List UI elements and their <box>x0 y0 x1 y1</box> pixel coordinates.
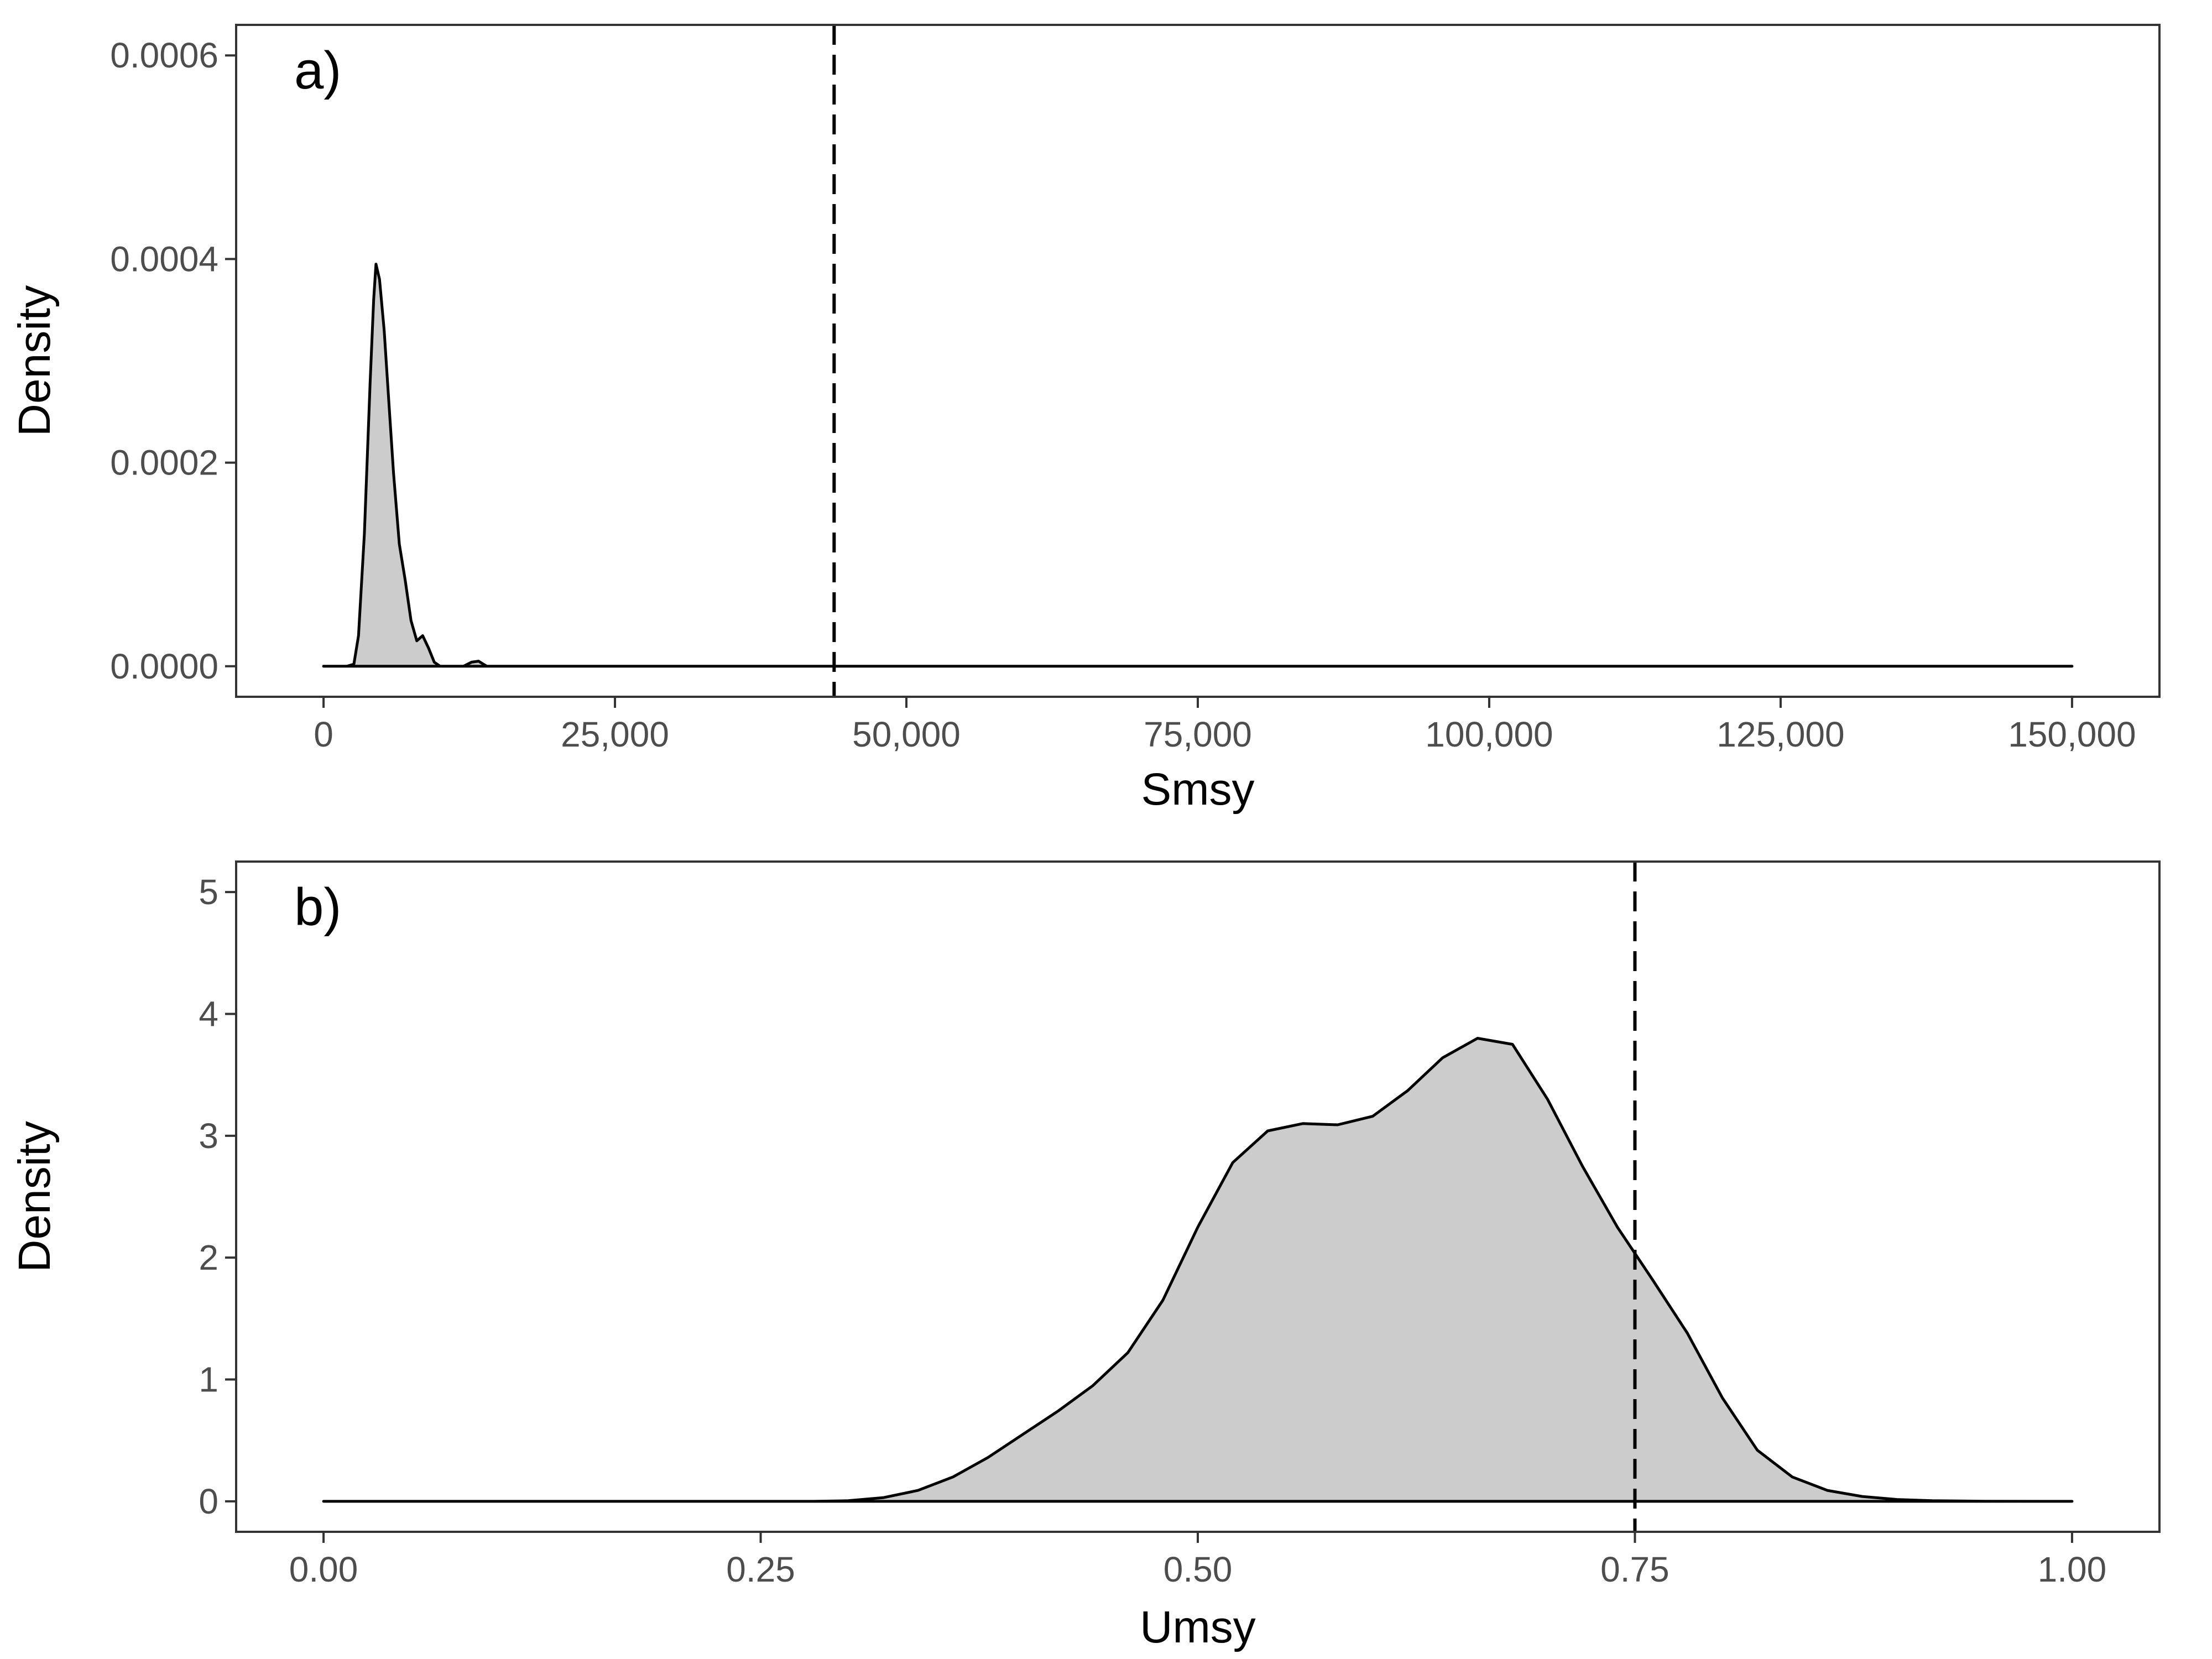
y-tick-label: 2 <box>199 1238 218 1277</box>
panel-tag: a) <box>294 41 341 100</box>
x-tick-label: 100,000 <box>1425 714 1553 754</box>
y-tick-label: 4 <box>199 994 218 1034</box>
y-tick-label: 3 <box>199 1116 218 1156</box>
y-tick-label: 0.0000 <box>110 646 218 686</box>
x-tick-label: 25,000 <box>561 714 669 754</box>
y-tick-label: 0 <box>199 1481 218 1521</box>
x-axis-title: Smsy <box>1141 764 1255 815</box>
x-axis-title: Umsy <box>1140 1602 1256 1652</box>
panel-b: 0.00 0.25 0.50 0.75 1.00 0 1 2 3 4 5 Umsy Density b) <box>9 860 2161 1652</box>
y-tick-label: 0.0002 <box>110 443 218 483</box>
x-tick-label: 0 <box>314 714 333 754</box>
x-tick-label: 50,000 <box>852 714 961 754</box>
panel-frame <box>235 24 2161 698</box>
x-tick-label: 0.25 <box>726 1550 795 1589</box>
x-tick-label: 75,000 <box>1144 714 1252 754</box>
x-tick-label: 0.75 <box>1600 1550 1670 1589</box>
y-tick-label: 5 <box>199 872 218 912</box>
panel-a: 0 25,000 50,000 75,000 100,000 125,000 150,000… <box>9 24 2161 815</box>
density-area <box>322 1037 2074 1503</box>
y-tick-label: 0.0004 <box>110 239 218 279</box>
y-axis-title: Density <box>9 285 60 436</box>
y-axis-title: Density <box>9 1121 60 1272</box>
panel-tag: b) <box>294 878 341 937</box>
x-tick-label: 1.00 <box>2038 1550 2107 1589</box>
y-tick-label: 0.0006 <box>110 35 218 75</box>
x-tick-label: 0.00 <box>289 1550 358 1589</box>
density-area <box>322 263 2074 668</box>
x-tick-label: 150,000 <box>2008 714 2136 754</box>
x-tick-label: 0.50 <box>1164 1550 1233 1589</box>
y-tick-label: 1 <box>199 1360 218 1400</box>
x-tick-label: 125,000 <box>1717 714 1844 754</box>
